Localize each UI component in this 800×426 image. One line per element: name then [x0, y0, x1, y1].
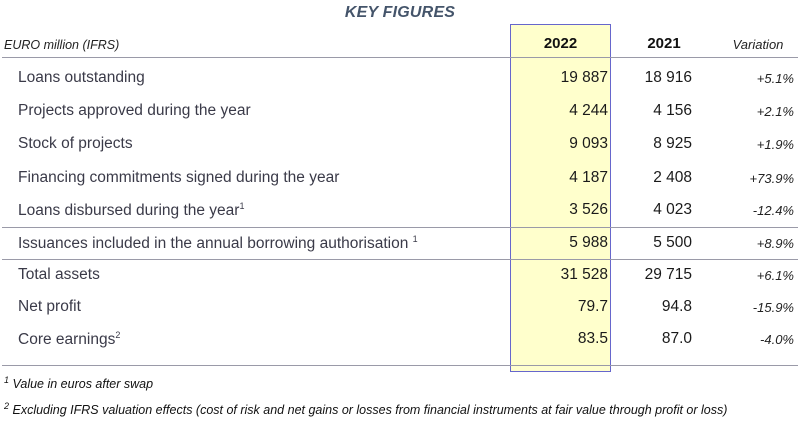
- variation-value: -4.0%: [760, 332, 794, 347]
- row-label: Loans disbursed during the year1: [18, 201, 245, 220]
- value-2022: 4 244: [569, 102, 608, 119]
- footnote-1: 1 Value in euros after swap: [4, 375, 154, 392]
- row-label: Issuances included in the annual borrowi…: [18, 234, 418, 253]
- column-header-2022: 2022: [543, 35, 578, 52]
- row-label: Total assets: [18, 266, 100, 283]
- value-2022: 31 528: [560, 266, 608, 283]
- value-2021: 8 925: [653, 135, 692, 152]
- variation-value: +8.9%: [756, 236, 794, 251]
- column-header-2021: 2021: [647, 35, 681, 52]
- value-2021: 4 156: [653, 102, 692, 119]
- unit-label: EURO million (IFRS): [4, 38, 120, 52]
- table-row: Financing commitments signed during the …: [0, 169, 800, 197]
- variation-value: +1.9%: [756, 137, 794, 152]
- highlight-2022-column: [510, 24, 611, 372]
- row-label: Loans outstanding: [18, 69, 145, 86]
- value-2021: 29 715: [644, 266, 692, 283]
- value-2022: 9 093: [569, 135, 608, 152]
- table-row: Total assets 31 528 29 715 +6.1%: [0, 266, 800, 294]
- table-row: Loans disbursed during the year1 3 526 4…: [0, 201, 800, 229]
- value-2021: 94.8: [661, 298, 692, 315]
- table-row: Core earnings2 83.5 87.0 -4.0%: [0, 330, 800, 358]
- table-row: Issuances included in the annual borrowi…: [0, 234, 800, 262]
- value-2021: 18 916: [644, 69, 692, 86]
- table-row: Net profit 79.7 94.8 -15.9%: [0, 298, 800, 326]
- row-label: Core earnings2: [18, 330, 121, 349]
- table-row: Projects approved during the year 4 244 …: [0, 102, 800, 130]
- value-2022: 19 887: [560, 69, 608, 86]
- footnote-2: 2 Excluding IFRS valuation effects (cost…: [4, 401, 728, 418]
- table-bottom-divider: [2, 365, 798, 366]
- variation-value: +2.1%: [756, 104, 794, 119]
- header-divider: [2, 57, 798, 58]
- table-row: Stock of projects 9 093 8 925 +1.9%: [0, 135, 800, 163]
- value-2021: 4 023: [653, 201, 692, 218]
- value-2022: 83.5: [577, 330, 608, 347]
- footnote-ref: 2: [115, 330, 121, 340]
- variation-value: +73.9%: [749, 171, 794, 186]
- row-label: Stock of projects: [18, 135, 133, 152]
- page-title: KEY FIGURES: [344, 4, 456, 21]
- value-2022: 3 526: [569, 201, 608, 218]
- value-2021: 2 408: [653, 169, 692, 186]
- variation-value: +6.1%: [756, 268, 794, 283]
- column-header-variation: Variation: [732, 37, 784, 52]
- variation-value: -12.4%: [752, 203, 794, 218]
- row-label: Financing commitments signed during the …: [18, 169, 340, 186]
- row-divider: [2, 227, 798, 228]
- value-2022: 5 988: [569, 234, 608, 251]
- value-2022: 4 187: [569, 169, 608, 186]
- footnote-ref: 1: [239, 201, 245, 211]
- value-2021: 5 500: [653, 234, 692, 251]
- table-row: Loans outstanding 19 887 18 916 +5.1%: [0, 69, 800, 97]
- row-label: Net profit: [18, 298, 81, 315]
- variation-value: -15.9%: [752, 300, 794, 315]
- row-divider: [2, 259, 798, 260]
- footnote-ref: 1: [412, 234, 418, 244]
- value-2022: 79.7: [577, 298, 608, 315]
- variation-value: +5.1%: [756, 71, 794, 86]
- value-2021: 87.0: [661, 330, 692, 347]
- row-label: Projects approved during the year: [18, 102, 251, 119]
